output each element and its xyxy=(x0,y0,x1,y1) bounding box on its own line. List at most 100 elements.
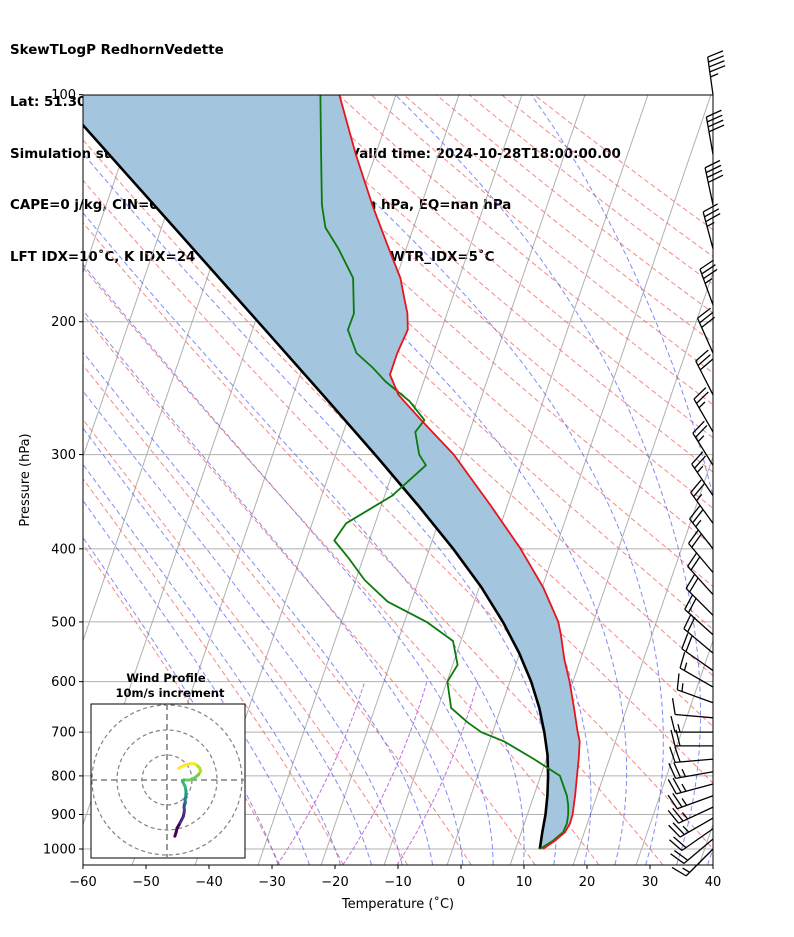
barb-flag xyxy=(708,55,724,63)
barb-shaft xyxy=(677,795,714,810)
barb-half-flag xyxy=(677,723,681,733)
barb-flag xyxy=(673,836,687,849)
y-tick-label: 1000 xyxy=(43,843,76,858)
x-tick-label: −30 xyxy=(258,875,285,890)
barb-flag xyxy=(684,594,694,610)
inset-subtitle: 10m/s increment xyxy=(116,686,225,700)
barb-half-flag xyxy=(704,278,713,284)
barb-shaft xyxy=(702,211,714,249)
barb-half-flag xyxy=(697,435,705,443)
wind-barb xyxy=(668,828,714,852)
barb-flag xyxy=(672,793,683,808)
barb-flag xyxy=(671,698,676,715)
barb-flag xyxy=(681,633,689,649)
barb-shaft xyxy=(675,713,714,719)
wind-profile-inset: Wind Profile 10m/s increment xyxy=(90,671,246,859)
moist-adiabat-line xyxy=(83,212,525,865)
wind-barbs xyxy=(667,50,726,877)
dry-adiabat-line xyxy=(174,95,713,588)
dry-adiabat-line xyxy=(83,179,713,850)
barb-half-flag xyxy=(698,401,706,409)
barb-half-flag xyxy=(696,493,703,502)
x-tick-label: −60 xyxy=(69,875,96,890)
barb-flag xyxy=(667,809,680,824)
x-axis-label: Temperature (˚C) xyxy=(341,896,454,912)
barb-shaft xyxy=(679,817,714,838)
dry-adiabat-line xyxy=(142,95,713,631)
wind-barb xyxy=(692,420,714,466)
barb-flag xyxy=(667,794,678,810)
isotherm-line xyxy=(383,95,649,865)
x-tick-label: 10 xyxy=(516,875,533,890)
moist-adiabat-line xyxy=(83,152,558,865)
barb-flag xyxy=(687,597,697,613)
y-tick-label: 100 xyxy=(51,88,76,103)
wind-barb xyxy=(683,613,714,654)
y-tick-label: 400 xyxy=(51,542,76,557)
x-tick-label: 0 xyxy=(457,875,465,890)
barb-flag xyxy=(707,119,724,128)
mixing-ratio-line xyxy=(342,681,428,865)
barb-shaft xyxy=(693,398,714,433)
temperature-line xyxy=(338,95,581,850)
barb-flag xyxy=(668,763,677,779)
barb-half-flag xyxy=(683,662,688,671)
barb-shaft xyxy=(685,587,714,616)
barb-shaft xyxy=(691,463,714,496)
barb-flag xyxy=(685,635,693,652)
dry-adiabat-line xyxy=(272,95,713,473)
barb-flag xyxy=(685,573,696,589)
barb-half-flag xyxy=(681,783,687,792)
barb-flag xyxy=(707,50,724,58)
wind-barb xyxy=(696,307,716,354)
y-tick-label: 900 xyxy=(51,808,76,823)
wind-barb xyxy=(671,848,714,877)
wind-barb xyxy=(702,203,721,249)
barb-shaft xyxy=(687,565,714,596)
dry-adiabat-line xyxy=(83,543,281,865)
y-tick-label: 200 xyxy=(51,315,76,330)
barb-flag xyxy=(672,822,685,836)
barb-flag xyxy=(708,124,725,133)
isotherm-line xyxy=(572,455,713,865)
moist-adiabat-line xyxy=(83,309,464,865)
wind-barb xyxy=(704,159,724,206)
wind-barb xyxy=(699,259,718,306)
dry-adiabat-line xyxy=(240,95,713,509)
barb-half-flag xyxy=(681,798,688,806)
barb-flag xyxy=(701,316,716,328)
barb-flag xyxy=(672,777,682,793)
wind-barb xyxy=(707,50,726,95)
wind-barb xyxy=(688,529,714,573)
x-tick-label: 20 xyxy=(579,875,596,890)
barb-shaft xyxy=(688,542,714,573)
wind-barb xyxy=(695,349,714,396)
wind-barb xyxy=(679,652,714,688)
wind-barb xyxy=(691,451,714,496)
wind-barb xyxy=(685,573,714,616)
barb-half-flag xyxy=(710,73,719,78)
barb-flag xyxy=(674,746,681,763)
barb-flag xyxy=(707,174,724,183)
barb-flag xyxy=(693,387,707,400)
barb-shaft xyxy=(684,608,714,636)
barb-flag xyxy=(668,839,683,852)
barb-shaft xyxy=(679,667,714,688)
barb-flag xyxy=(673,762,682,778)
isotherm-line xyxy=(83,95,145,275)
barb-flag xyxy=(706,109,722,118)
barb-flag xyxy=(697,354,711,366)
wind-barb xyxy=(667,777,714,795)
wind-barb xyxy=(668,817,714,838)
hodograph-segment xyxy=(173,830,178,838)
barb-flag xyxy=(691,451,704,465)
barb-half-flag xyxy=(696,465,704,473)
barb-shaft xyxy=(685,848,714,877)
moist-adiabat-line xyxy=(83,263,494,865)
dry-adiabat-line xyxy=(207,95,713,547)
barb-flag xyxy=(705,164,722,174)
barb-flag xyxy=(673,850,689,861)
wind-barb xyxy=(687,552,714,596)
isotherm-line xyxy=(83,95,208,459)
